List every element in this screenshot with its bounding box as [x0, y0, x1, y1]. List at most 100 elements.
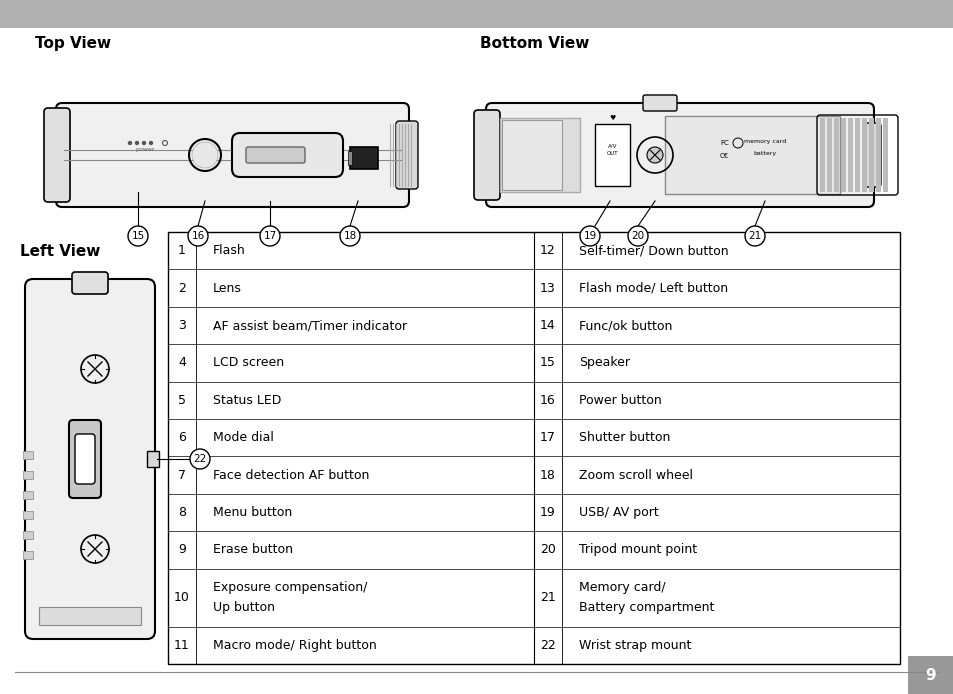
Text: 15: 15 [539, 357, 556, 369]
Text: Bottom View: Bottom View [479, 36, 589, 51]
Text: Left View: Left View [20, 244, 100, 259]
FancyBboxPatch shape [71, 272, 108, 294]
Bar [23, 471, 33, 479]
Text: 6: 6 [178, 431, 186, 444]
Circle shape [142, 142, 146, 144]
Text: 3: 3 [178, 319, 186, 332]
Text: Exposure compensation/: Exposure compensation/ [213, 582, 367, 594]
Text: 10: 10 [173, 591, 190, 604]
Text: 4: 4 [178, 357, 186, 369]
Text: Battery compartment: Battery compartment [578, 601, 714, 614]
Text: 7: 7 [178, 468, 186, 482]
Text: Memory card/: Memory card/ [578, 582, 665, 594]
Bar [501, 120, 561, 190]
Bar [875, 118, 880, 192]
Bar [350, 147, 377, 169]
Circle shape [128, 226, 148, 246]
Text: Flash mode/ Left button: Flash mode/ Left button [578, 282, 727, 295]
Circle shape [135, 142, 138, 144]
Text: Flash: Flash [213, 244, 246, 257]
Text: Menu button: Menu button [213, 506, 292, 519]
Text: 22: 22 [193, 454, 207, 464]
Text: 8: 8 [178, 506, 186, 519]
Bar [833, 118, 838, 192]
Text: FC: FC [720, 140, 728, 146]
Text: C€: C€ [720, 153, 728, 159]
Bar [595, 124, 629, 186]
Text: 15: 15 [132, 231, 145, 241]
Circle shape [192, 142, 218, 168]
Text: A/V: A/V [608, 143, 617, 148]
Text: Up button: Up button [213, 601, 274, 614]
Text: battery: battery [753, 151, 776, 156]
Text: Speaker: Speaker [578, 357, 629, 369]
Text: 17: 17 [539, 431, 556, 444]
Text: 16: 16 [539, 393, 556, 407]
FancyBboxPatch shape [232, 133, 343, 177]
Bar [348, 151, 352, 165]
Circle shape [646, 147, 662, 163]
FancyBboxPatch shape [395, 121, 417, 189]
Bar [862, 118, 866, 192]
FancyBboxPatch shape [44, 108, 70, 202]
Bar [907, 656, 953, 694]
Text: 2: 2 [178, 282, 186, 295]
Bar [841, 118, 845, 192]
Bar [23, 451, 33, 459]
Bar [664, 116, 840, 194]
Bar [847, 118, 852, 192]
Bar [39, 607, 141, 625]
Bar [499, 118, 579, 192]
Text: 17: 17 [263, 231, 276, 241]
Circle shape [188, 226, 208, 246]
Bar [23, 531, 33, 539]
FancyBboxPatch shape [69, 420, 101, 498]
Bar [168, 232, 899, 664]
Text: Erase button: Erase button [213, 543, 293, 557]
Text: 14: 14 [539, 319, 556, 332]
Text: 18: 18 [539, 468, 556, 482]
Bar [868, 118, 873, 192]
FancyBboxPatch shape [642, 95, 677, 111]
Text: 22: 22 [539, 638, 556, 652]
FancyBboxPatch shape [485, 103, 873, 207]
FancyBboxPatch shape [25, 279, 154, 639]
Text: 20: 20 [631, 231, 644, 241]
Text: 12: 12 [539, 244, 556, 257]
Text: Self-timer/ Down button: Self-timer/ Down button [578, 244, 728, 257]
Text: memory card: memory card [743, 139, 785, 144]
Text: 5: 5 [178, 393, 186, 407]
Circle shape [744, 226, 764, 246]
Circle shape [260, 226, 280, 246]
Text: 13: 13 [539, 282, 556, 295]
Text: 9: 9 [178, 543, 186, 557]
Text: Face detection AF button: Face detection AF button [213, 468, 369, 482]
Text: power: power [135, 147, 154, 152]
Circle shape [627, 226, 647, 246]
Text: Func/ok button: Func/ok button [578, 319, 672, 332]
Bar [23, 551, 33, 559]
Text: LCD screen: LCD screen [213, 357, 284, 369]
Bar [820, 118, 824, 192]
Text: Tripod mount point: Tripod mount point [578, 543, 697, 557]
Bar [0, 0, 953, 28]
FancyBboxPatch shape [862, 123, 880, 187]
Bar [882, 118, 887, 192]
Text: Power button: Power button [578, 393, 661, 407]
Text: Zoom scroll wheel: Zoom scroll wheel [578, 468, 692, 482]
Circle shape [579, 226, 599, 246]
FancyBboxPatch shape [75, 434, 95, 484]
Text: 11: 11 [174, 638, 190, 652]
Text: 19: 19 [583, 231, 596, 241]
Text: USB/ AV port: USB/ AV port [578, 506, 659, 519]
Text: Mode dial: Mode dial [213, 431, 274, 444]
Text: 9: 9 [924, 668, 935, 682]
Text: Shutter button: Shutter button [578, 431, 670, 444]
Text: 1: 1 [178, 244, 186, 257]
FancyBboxPatch shape [246, 147, 305, 163]
Bar [826, 118, 831, 192]
Circle shape [339, 226, 359, 246]
FancyBboxPatch shape [474, 110, 499, 200]
Text: 16: 16 [192, 231, 204, 241]
Text: 18: 18 [343, 231, 356, 241]
